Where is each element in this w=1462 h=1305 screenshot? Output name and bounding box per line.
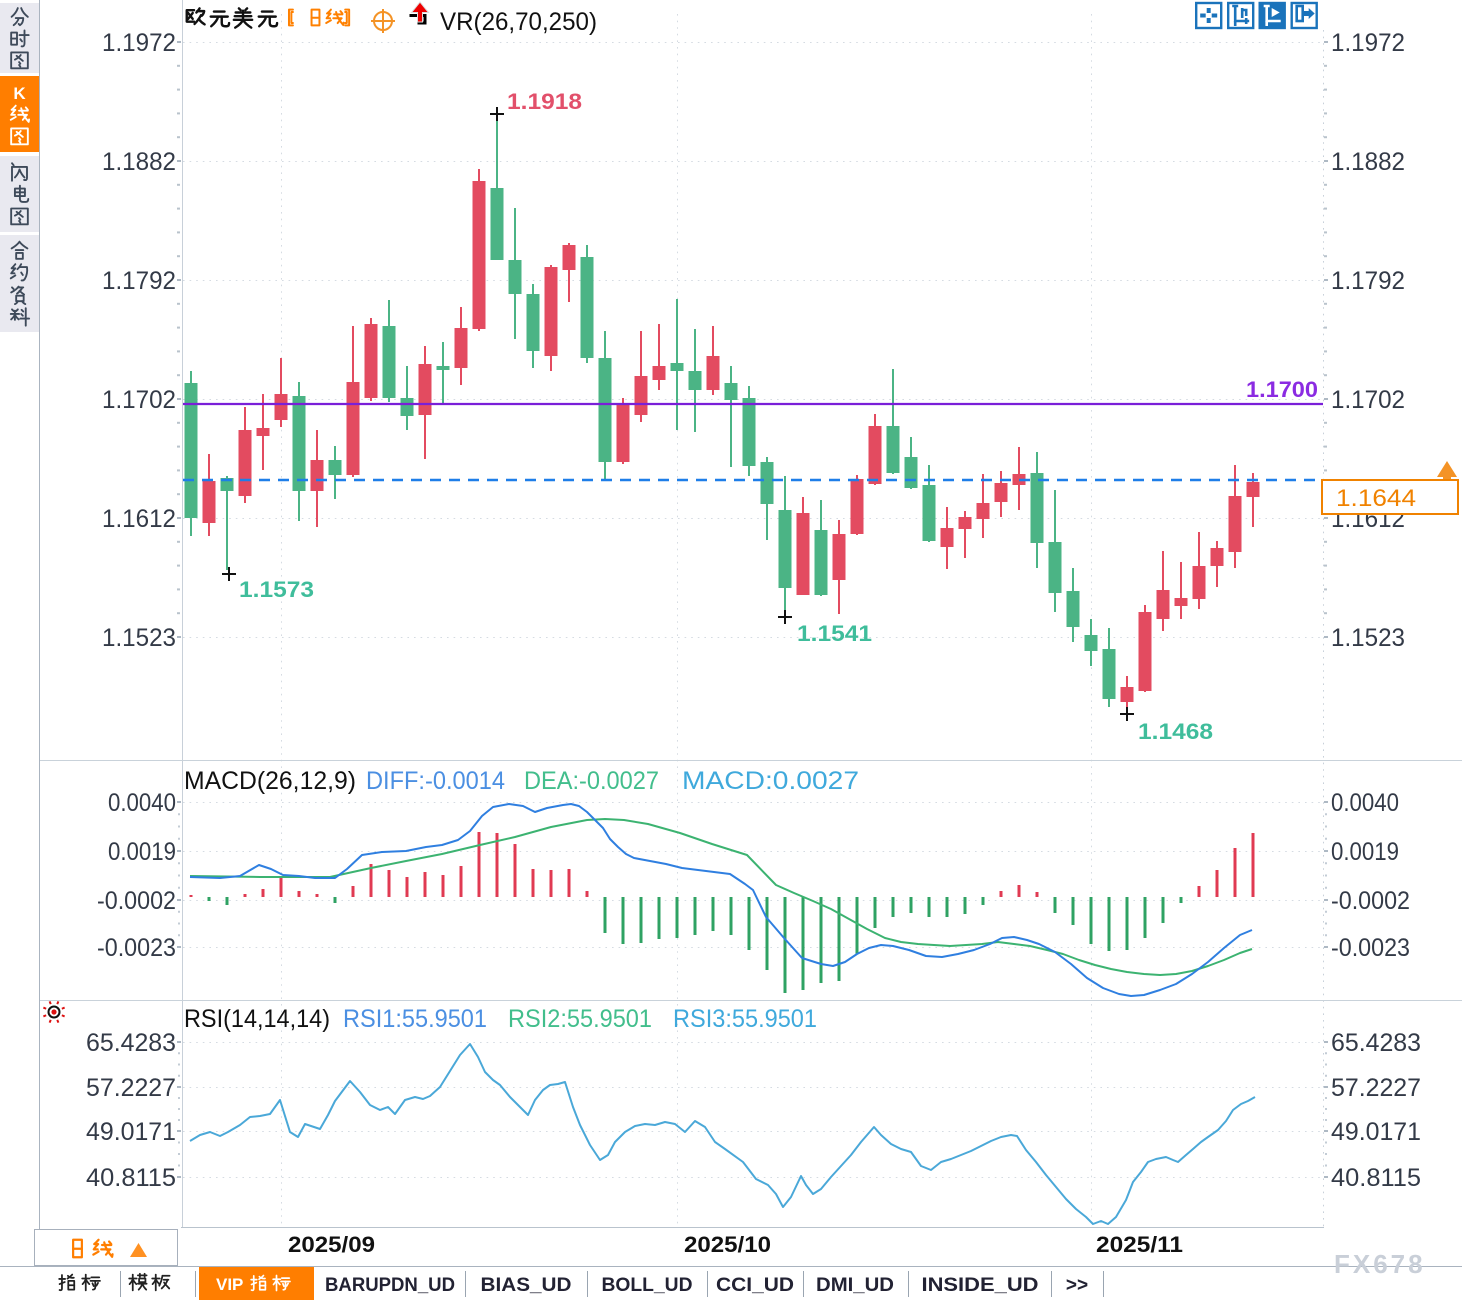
svg-text:49.0171: 49.0171 <box>1331 1118 1421 1146</box>
svg-text:1.1612: 1.1612 <box>102 505 176 533</box>
svg-text:BARUPDN_UD: BARUPDN_UD <box>325 1275 455 1296</box>
svg-text:57.2227: 57.2227 <box>86 1074 176 1102</box>
svg-text:INSIDE_UD: INSIDE_UD <box>922 1275 1039 1296</box>
svg-text:0.0040: 0.0040 <box>1331 789 1399 817</box>
svg-text:1.1523: 1.1523 <box>1331 624 1405 652</box>
svg-text:CCI_UD: CCI_UD <box>716 1275 794 1296</box>
svg-text:>>: >> <box>1066 1275 1088 1296</box>
svg-text:FX678: FX678 <box>1334 1249 1426 1279</box>
svg-text:1.1792: 1.1792 <box>1331 267 1405 295</box>
svg-text:-0.0023: -0.0023 <box>97 934 176 962</box>
svg-text:1.1882: 1.1882 <box>1331 148 1405 176</box>
svg-text:RSI3:55.9501: RSI3:55.9501 <box>673 1005 817 1033</box>
svg-text:RSI1:55.9501: RSI1:55.9501 <box>343 1005 487 1033</box>
svg-text:MACD(26,12,9): MACD(26,12,9) <box>184 767 356 795</box>
svg-text:2025/11: 2025/11 <box>1096 1232 1183 1257</box>
svg-text:40.8115: 40.8115 <box>1331 1164 1421 1192</box>
svg-text:0.0040: 0.0040 <box>108 789 176 817</box>
svg-text:40.8115: 40.8115 <box>86 1164 176 1192</box>
svg-text:RSI(14,14,14): RSI(14,14,14) <box>184 1005 330 1033</box>
svg-text:65.4283: 65.4283 <box>86 1029 176 1057</box>
svg-text:VIP: VIP <box>216 1275 243 1294</box>
svg-text:1.1792: 1.1792 <box>102 267 176 295</box>
svg-text:-0.0023: -0.0023 <box>1331 934 1410 962</box>
svg-text:1.1573: 1.1573 <box>239 577 314 602</box>
svg-text:2025/10: 2025/10 <box>684 1232 771 1257</box>
svg-text:1.1644: 1.1644 <box>1336 485 1416 512</box>
svg-text:1.1702: 1.1702 <box>102 386 176 414</box>
svg-text:65.4283: 65.4283 <box>1331 1029 1421 1057</box>
svg-text:49.0171: 49.0171 <box>86 1118 176 1146</box>
svg-text:1.1972: 1.1972 <box>1331 29 1405 57</box>
svg-text:0.0019: 0.0019 <box>108 838 176 866</box>
svg-text:BOLL_UD: BOLL_UD <box>602 1275 693 1296</box>
svg-text:DIFF:-0.0014: DIFF:-0.0014 <box>366 767 505 795</box>
svg-text:2025/09: 2025/09 <box>288 1232 375 1257</box>
svg-text:-0.0002: -0.0002 <box>97 887 176 915</box>
svg-text:1.1468: 1.1468 <box>1138 719 1213 744</box>
svg-text:1.1972: 1.1972 <box>102 29 176 57</box>
svg-text:57.2227: 57.2227 <box>1331 1074 1421 1102</box>
svg-text:BIAS_UD: BIAS_UD <box>481 1275 572 1296</box>
svg-text:DMI_UD: DMI_UD <box>816 1275 894 1296</box>
svg-text:1.1523: 1.1523 <box>102 624 176 652</box>
svg-text:-0.0002: -0.0002 <box>1331 887 1410 915</box>
svg-text:VR(26,70,250): VR(26,70,250) <box>440 8 597 36</box>
svg-text:1.1541: 1.1541 <box>797 621 872 646</box>
svg-text:0.0019: 0.0019 <box>1331 838 1399 866</box>
svg-text:DEA:-0.0027: DEA:-0.0027 <box>524 767 659 795</box>
svg-text:1.1702: 1.1702 <box>1331 386 1405 414</box>
svg-text:RSI2:55.9501: RSI2:55.9501 <box>508 1005 652 1033</box>
svg-text:1.1882: 1.1882 <box>102 148 176 176</box>
svg-text:MACD:0.0027: MACD:0.0027 <box>682 767 859 795</box>
svg-text:K: K <box>13 84 26 103</box>
svg-text:1.1918: 1.1918 <box>507 89 582 114</box>
svg-text:1.1700: 1.1700 <box>1246 377 1318 402</box>
